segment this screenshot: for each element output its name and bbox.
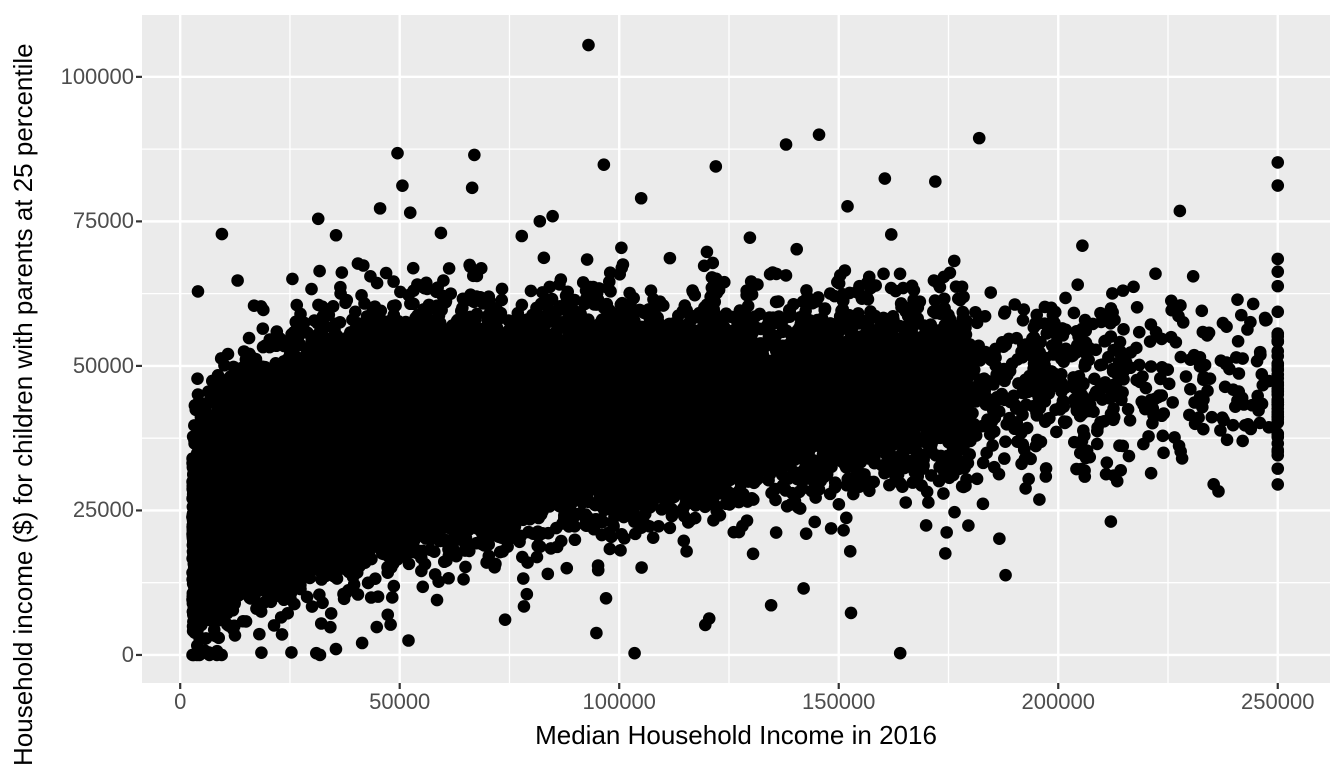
y-tick-label: 100000: [60, 63, 134, 89]
x-tick-label: 150000: [802, 689, 876, 714]
y-axis-title: Household income ($) for children with p…: [8, 43, 38, 766]
x-axis-title: Median Household Income in 2016: [535, 720, 937, 750]
y-tick-label: 75000: [72, 208, 134, 234]
x-tick-label: 0: [174, 689, 187, 714]
y-tick-label: 25000: [72, 497, 134, 523]
x-tick-label: 50000: [369, 689, 431, 714]
y-tick-label: 0: [121, 641, 134, 667]
x-tick-label: 250000: [1241, 689, 1315, 714]
y-tick-label: 50000: [72, 352, 134, 378]
x-tick-label: 200000: [1021, 689, 1095, 714]
x-tick-label: 100000: [582, 689, 656, 714]
